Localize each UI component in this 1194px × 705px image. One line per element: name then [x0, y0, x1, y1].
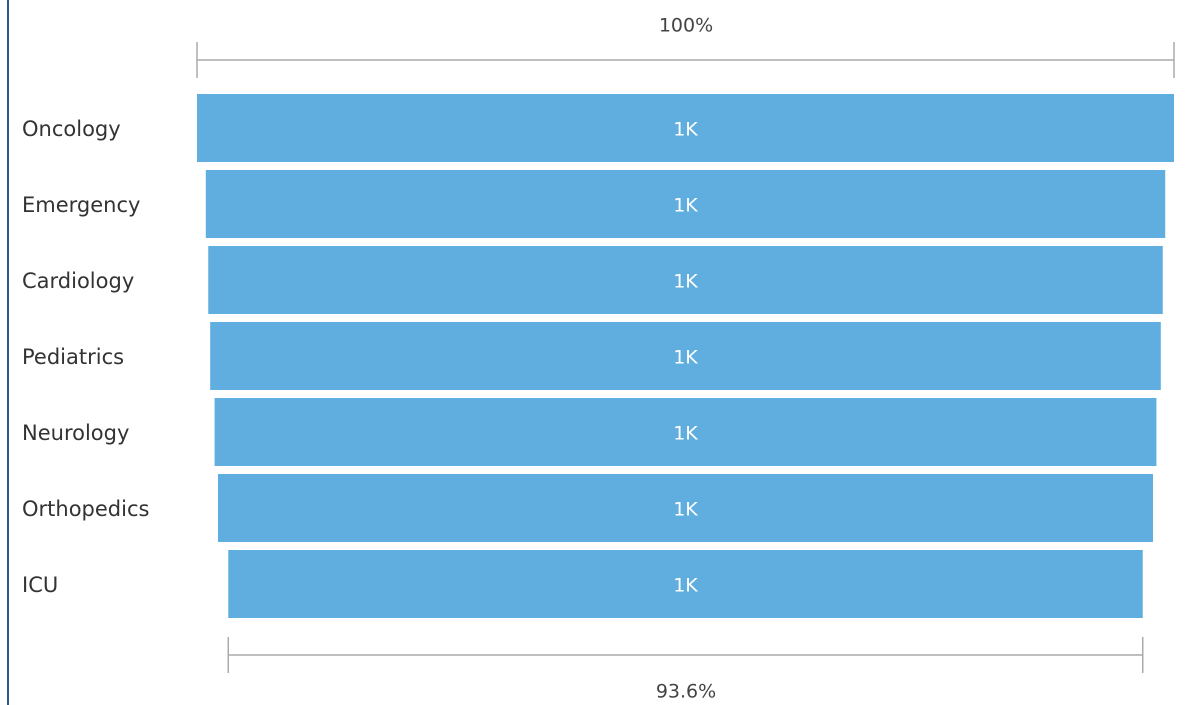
category-label: Neurology [22, 421, 129, 445]
category-label: Emergency [22, 193, 140, 217]
funnel-bar [214, 398, 1157, 466]
category-label: ICU [22, 573, 58, 597]
funnel-bar [208, 246, 1163, 314]
value-label: 1K [673, 575, 698, 597]
funnel-bar [218, 474, 1153, 542]
bottom-percent-label: 93.6% [656, 681, 716, 703]
funnel-bar [228, 550, 1143, 618]
value-label: 1K [673, 195, 698, 217]
category-label: Pediatrics [22, 345, 124, 369]
funnel-bar [205, 170, 1166, 238]
category-label: Orthopedics [22, 497, 149, 521]
funnel-bar [197, 94, 1174, 162]
value-label: 1K [673, 119, 698, 141]
category-label: Cardiology [22, 269, 134, 293]
value-label: 1K [673, 347, 698, 369]
category-label: Oncology [22, 117, 121, 141]
value-label: 1K [673, 423, 698, 445]
funnel-bar [210, 322, 1161, 390]
value-label: 1K [673, 499, 698, 521]
top-percent-label: 100% [659, 15, 713, 37]
value-label: 1K [673, 271, 698, 293]
